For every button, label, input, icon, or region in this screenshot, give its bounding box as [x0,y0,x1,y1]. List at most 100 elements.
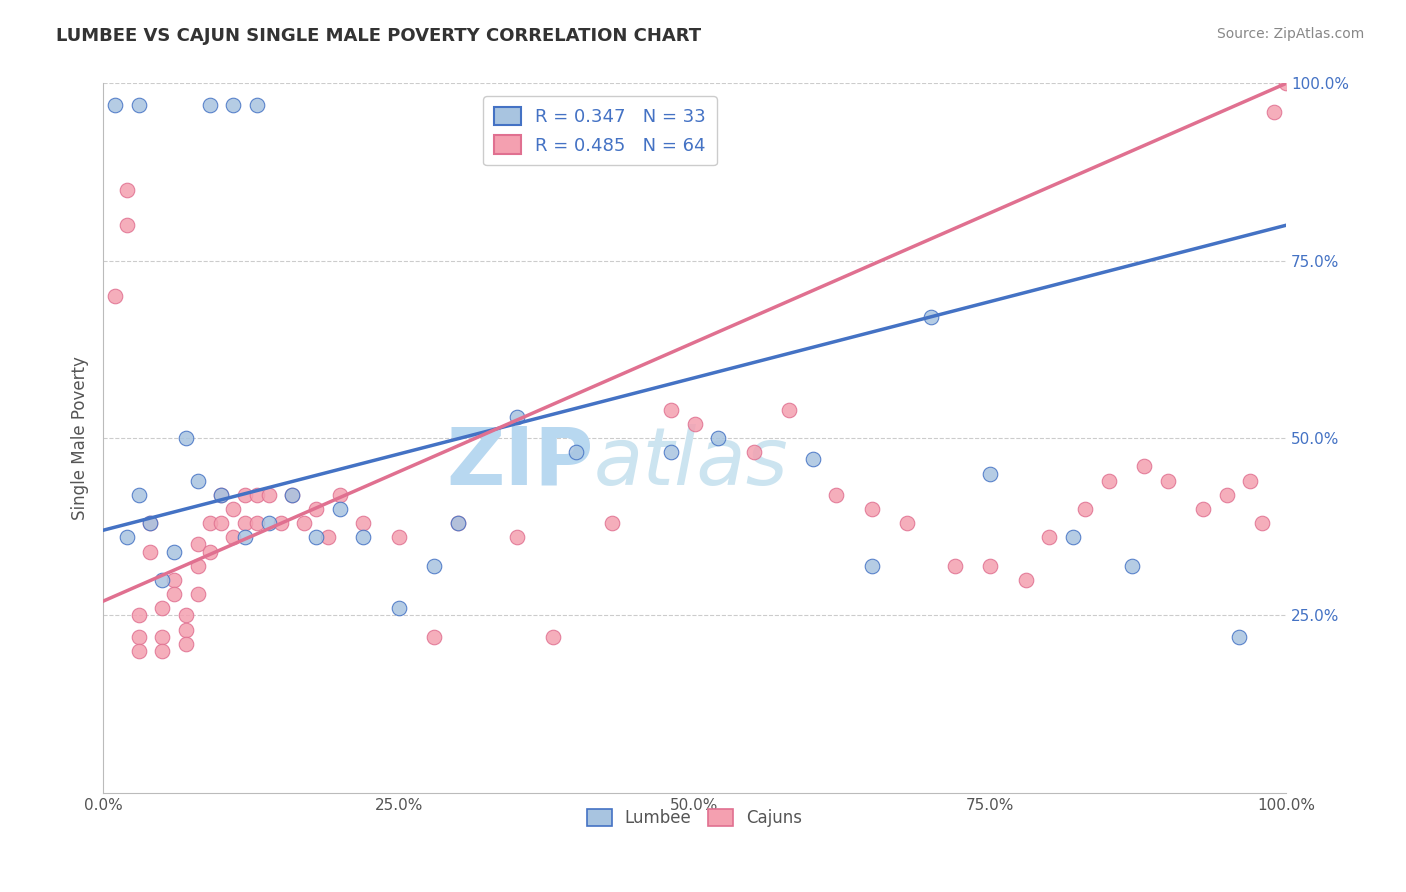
Point [388,601,411,615]
Point [565,445,588,459]
Point [139,516,162,530]
Point [233,488,256,502]
Point [187,537,209,551]
Point [209,488,232,502]
Point [257,488,280,502]
Point [222,502,245,516]
Point [128,608,150,623]
Point [257,516,280,530]
Point [506,409,529,424]
Point [1133,459,1156,474]
Point [896,516,918,530]
Point [920,310,942,325]
Point [447,516,470,530]
Point [707,431,730,445]
Point [187,558,209,573]
Point [163,587,186,601]
Point [1216,488,1239,502]
Point [1227,630,1250,644]
Point [541,630,564,644]
Point [281,488,304,502]
Point [1038,530,1060,544]
Point [246,516,269,530]
Point [209,516,232,530]
Point [233,516,256,530]
Point [825,488,848,502]
Point [174,623,197,637]
Y-axis label: Single Male Poverty: Single Male Poverty [72,356,89,520]
Point [198,544,221,558]
Point [128,97,150,112]
Point [233,530,256,544]
Point [1074,502,1097,516]
Point [163,544,186,558]
Point [659,402,682,417]
Point [1156,474,1178,488]
Point [292,516,315,530]
Point [447,516,470,530]
Point [305,530,328,544]
Point [423,558,446,573]
Point [423,630,446,644]
Point [388,530,411,544]
Point [979,467,1001,481]
Point [163,573,186,587]
Point [600,516,623,530]
Point [305,502,328,516]
Point [352,516,374,530]
Text: LUMBEE VS CAJUN SINGLE MALE POVERTY CORRELATION CHART: LUMBEE VS CAJUN SINGLE MALE POVERTY CORR… [56,27,702,45]
Point [222,97,245,112]
Point [1192,502,1215,516]
Point [1239,474,1261,488]
Point [860,502,883,516]
Text: atlas: atlas [593,424,789,502]
Text: Source: ZipAtlas.com: Source: ZipAtlas.com [1216,27,1364,41]
Point [1263,104,1285,119]
Point [139,544,162,558]
Point [222,530,245,544]
Point [104,289,127,303]
Point [316,530,339,544]
Point [246,488,269,502]
Point [281,488,304,502]
Point [1062,530,1084,544]
Point [209,488,232,502]
Point [174,431,197,445]
Point [139,516,162,530]
Point [1251,516,1274,530]
Point [1275,77,1298,91]
Point [270,516,292,530]
Point [943,558,966,573]
Point [1015,573,1038,587]
Point [506,530,529,544]
Point [115,219,138,233]
Point [174,637,197,651]
Point [1097,474,1119,488]
Point [742,445,765,459]
Point [150,644,173,658]
Point [198,97,221,112]
Point [128,644,150,658]
Point [1121,558,1143,573]
Point [246,97,269,112]
Point [115,183,138,197]
Legend: Lumbee, Cajuns: Lumbee, Cajuns [579,803,810,834]
Point [979,558,1001,573]
Point [659,445,682,459]
Point [150,573,173,587]
Point [860,558,883,573]
Point [150,630,173,644]
Point [128,488,150,502]
Point [187,474,209,488]
Point [801,452,824,467]
Point [128,630,150,644]
Point [187,587,209,601]
Point [150,601,173,615]
Point [104,97,127,112]
Point [329,502,352,516]
Point [115,530,138,544]
Text: ZIP: ZIP [447,424,593,502]
Point [778,402,800,417]
Point [329,488,352,502]
Point [683,417,706,431]
